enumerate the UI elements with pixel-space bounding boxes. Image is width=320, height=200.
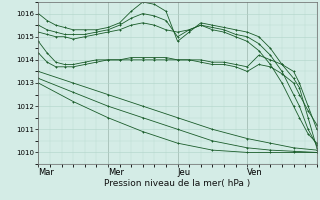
X-axis label: Pression niveau de la mer( hPa ): Pression niveau de la mer( hPa ) — [104, 179, 251, 188]
